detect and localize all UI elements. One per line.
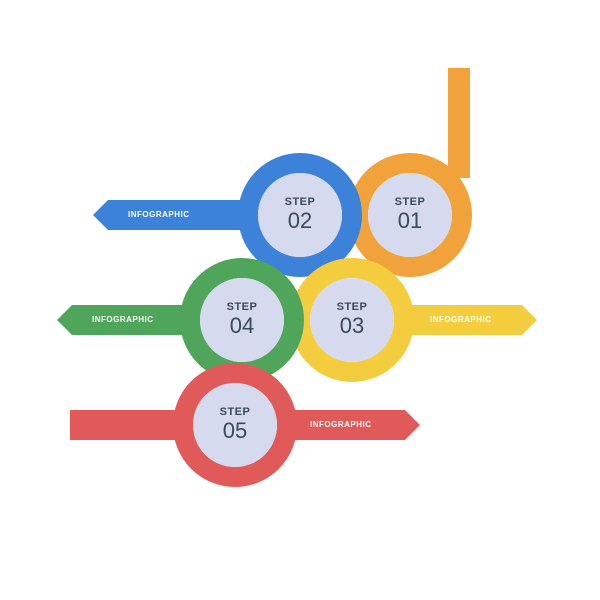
connector-step-01 xyxy=(448,68,470,178)
infographic-canvas: STEP01STEP02STEP03STEP04STEP05INFOGRAPHI… xyxy=(0,0,600,600)
core-step-04: STEP04 xyxy=(200,278,284,362)
step-label: STEP xyxy=(227,301,258,313)
step-label: STEP xyxy=(285,196,316,208)
tag-arrow-step-02 xyxy=(93,200,108,230)
step-label: STEP xyxy=(337,301,368,313)
step-number: 01 xyxy=(398,208,422,234)
core-step-03: STEP03 xyxy=(310,278,394,362)
tag-text-step-02: INFOGRAPHIC xyxy=(128,210,190,219)
tag-text-step-04: INFOGRAPHIC xyxy=(92,315,154,324)
core-step-02: STEP02 xyxy=(258,173,342,257)
step-number: 02 xyxy=(288,208,312,234)
tag-arrow-step-03 xyxy=(522,305,537,335)
step-number: 03 xyxy=(340,313,364,339)
tag-text-step-05: INFOGRAPHIC xyxy=(310,420,372,429)
core-step-01: STEP01 xyxy=(368,173,452,257)
step-number: 05 xyxy=(223,418,247,444)
tag-arrow-step-05 xyxy=(405,410,420,440)
core-step-05: STEP05 xyxy=(193,383,277,467)
step-number: 04 xyxy=(230,313,254,339)
tag-text-step-03: INFOGRAPHIC xyxy=(430,315,492,324)
tag-arrow-step-04 xyxy=(57,305,72,335)
step-label: STEP xyxy=(395,196,426,208)
step-label: STEP xyxy=(220,406,251,418)
